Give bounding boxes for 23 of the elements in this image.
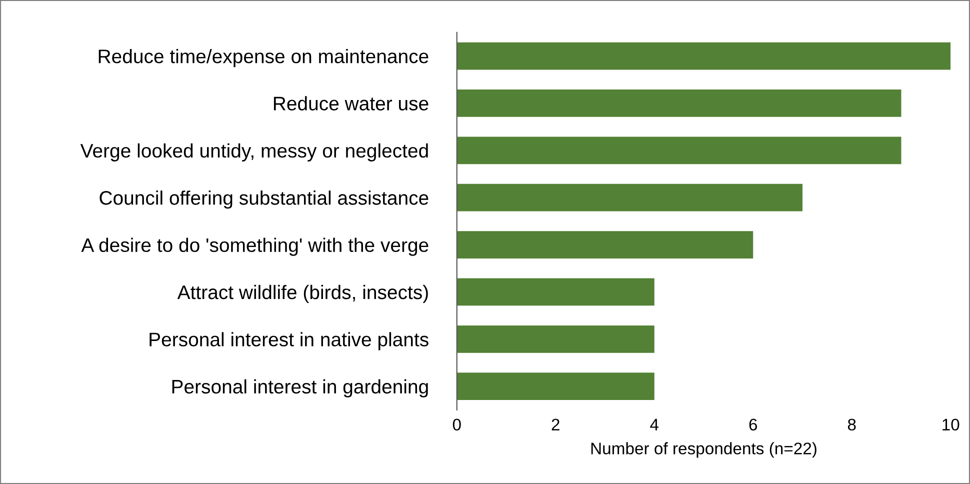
y-tick-label: Reduce water use (274, 96, 428, 110)
y-tick-label: Personal interest in gardening (172, 379, 428, 398)
y-tick-label: Reduce time/expense on maintenance (98, 48, 428, 68)
y-tick-label: Verge looked untidy, messy or neglected (80, 143, 428, 162)
x-tick-label: 4 (650, 418, 659, 430)
x-tick-label: 10 (942, 418, 960, 431)
y-tick-label: Personal interest in native plants (150, 332, 428, 350)
bar (456, 90, 902, 117)
y-tick-label: A desire to do 'something' with the verge (81, 238, 428, 256)
y-tick-label: Council offering substantial assistance (100, 190, 428, 209)
x-tick-label: 0 (452, 418, 461, 431)
bar (456, 184, 802, 212)
y-tick-label: Attract wildlife (birds, insects) (177, 284, 428, 304)
bar (456, 231, 754, 258)
bar (456, 372, 654, 400)
x-tick-label: 6 (749, 418, 758, 431)
bar (456, 42, 951, 70)
x-tick-label: 2 (552, 418, 560, 430)
bar (456, 278, 654, 306)
x-axis-title: Number of respondents (n=22) (591, 442, 816, 458)
x-tick-label: 8 (848, 418, 856, 431)
bar (456, 136, 902, 164)
bar (456, 325, 654, 353)
